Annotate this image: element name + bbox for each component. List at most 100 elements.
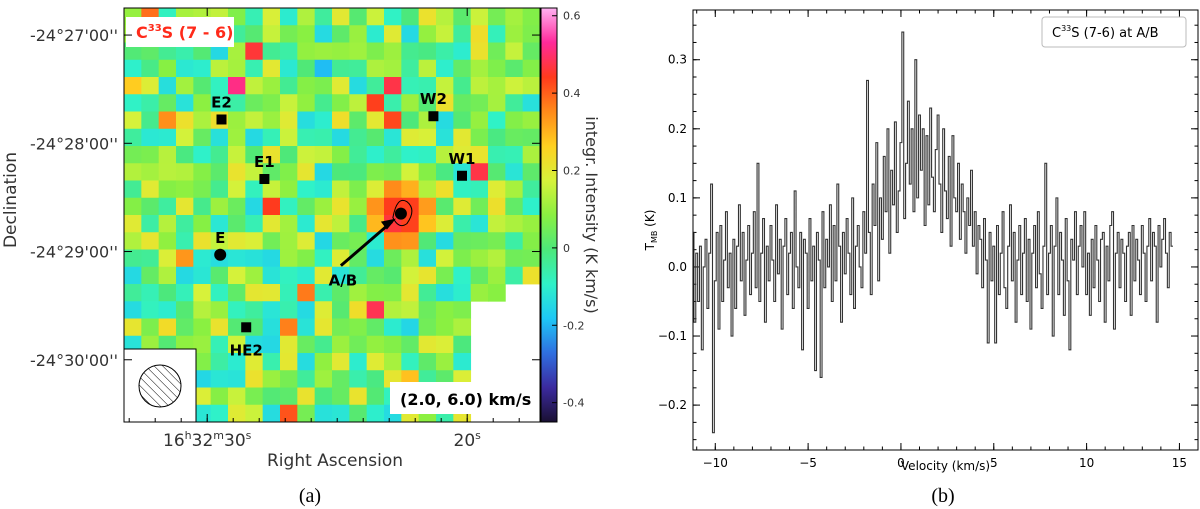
spectrum-frame [693,10,1198,450]
map-pixel [228,198,246,216]
map-pixel [488,146,506,164]
map-pixel [332,8,350,26]
map-pixel [436,284,454,302]
spec-y-tick-label: 0.0 [668,260,687,274]
map-pixel [245,405,263,423]
map-pixel [211,198,229,216]
map-pixel [453,301,471,319]
map-pixel [523,250,541,268]
legend-base: C [1052,26,1061,41]
map-pixel [176,112,194,130]
map-pixel [280,146,298,164]
map-pixel [141,215,159,233]
map-pixel [297,353,315,371]
map-pixel [159,215,177,233]
map-pixel [263,198,281,216]
map-pixel [159,284,177,302]
map-pixel [471,112,489,130]
legend-text: C33S (7-6) at A/B [1052,24,1159,41]
map-pixel [367,77,385,95]
map-pixel [176,284,194,302]
map-pixel [193,112,211,130]
spec-x-tick-label: −5 [799,456,817,470]
source-label: W2 [420,90,447,108]
source-label: E [215,229,225,247]
map-pixel [245,198,263,216]
colorbar-tick-label: 0.4 [563,87,581,100]
map-pixel [349,129,367,147]
map-pixel [453,319,471,337]
map-pixel [367,301,385,319]
map-pixel [523,43,541,61]
map-pixel [471,77,489,95]
spec-y-tick-label: −0.1 [658,329,687,343]
map-pixel [471,267,489,285]
map-pixel [297,146,315,164]
map-pixel [436,353,454,371]
map-pixel [471,94,489,112]
map-pixel [349,181,367,199]
map-pixel [505,25,523,43]
map-pixel [211,301,229,319]
map-pixel [384,43,402,61]
spec-x-tick-label: 0 [897,456,905,470]
map-pixel [401,232,419,250]
map-pixel [211,60,229,78]
map-pixel [384,163,402,181]
map-pixel [505,198,523,216]
spec-y-tick-label: 0.3 [668,53,687,67]
map-pixel [315,336,333,354]
map-pixel [436,25,454,43]
map-pixel [505,215,523,233]
map-pixel [141,319,159,337]
map-pixel [211,336,229,354]
map-pixel [263,336,281,354]
map-pixel [263,8,281,26]
map-pixel [453,112,471,130]
map-pixel [315,60,333,78]
legend-sup: 33 [1061,24,1071,33]
map-pixel [401,250,419,268]
map-pixel [488,60,506,78]
map-pixel [245,215,263,233]
map-pixel [315,43,333,61]
map-pixel [141,301,159,319]
map-pixel [228,405,246,423]
title-rest: S (7 - 6) [162,23,234,42]
map-pixel [280,232,298,250]
map-pixel [280,284,298,302]
map-pixel [453,284,471,302]
spec-x-tick-label: 10 [1079,456,1094,470]
map-pixel [332,181,350,199]
map-pixel [141,146,159,164]
map-pixel [280,301,298,319]
map-pixel [523,267,541,285]
map-pixel [228,163,246,181]
map-pixel [141,181,159,199]
map-pixel [141,60,159,78]
spec-y-tick-label: −0.2 [658,398,687,412]
colorbar [541,8,557,422]
map-pixel [280,94,298,112]
map-pixel [523,8,541,26]
map-pixel [453,94,471,112]
map-pixel [401,129,419,147]
map-pixel [159,232,177,250]
colorbar-tick-label: 0.6 [563,10,581,23]
map-pixel [453,250,471,268]
map-pixel [367,94,385,112]
source-label: E1 [254,153,275,171]
map-pixel [245,94,263,112]
map-pixel [453,129,471,147]
map-pixel [488,181,506,199]
map-pixel [505,181,523,199]
map-pixel [471,198,489,216]
map-pixel [349,163,367,181]
map-pixel [367,250,385,268]
map-pixel [349,405,367,423]
map-pixel [419,43,437,61]
ylabel-rest: (K) [643,210,657,231]
map-pixel [436,60,454,78]
map-pixel [176,250,194,268]
map-pixel [505,43,523,61]
